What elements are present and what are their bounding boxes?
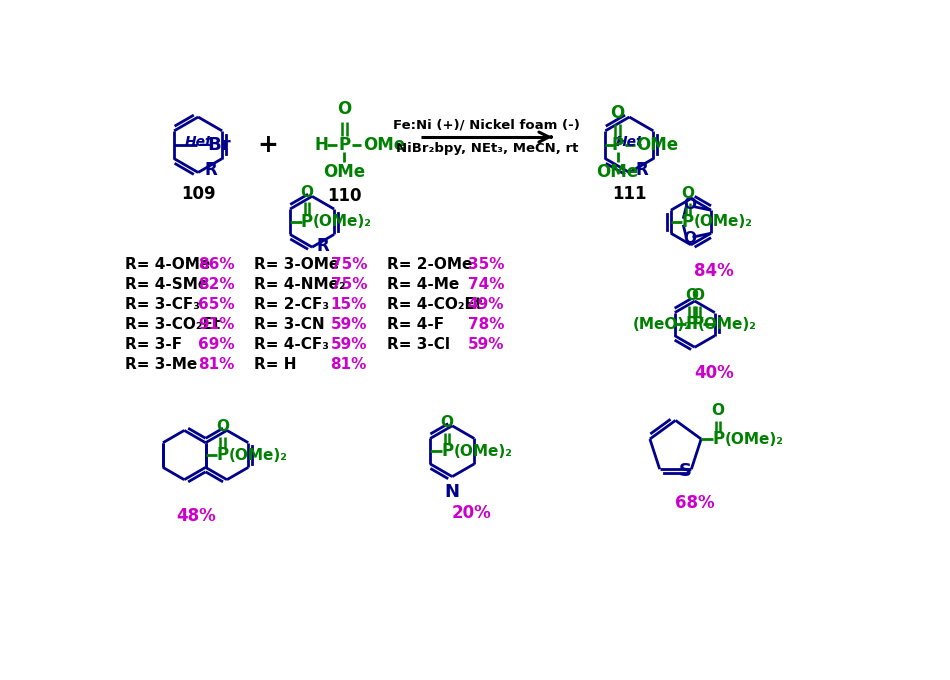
Text: H: H (314, 136, 329, 154)
Text: R: R (636, 161, 649, 179)
Text: R= 4-Me: R= 4-Me (387, 277, 459, 292)
Text: 78%: 78% (467, 318, 504, 333)
Text: R= 4-SMe: R= 4-SMe (125, 277, 208, 292)
Text: R= H: R= H (254, 358, 296, 373)
Text: R: R (205, 161, 218, 179)
Text: (OMe)₂: (OMe)₂ (694, 214, 753, 229)
Text: O: O (216, 420, 229, 435)
Text: O: O (685, 288, 698, 303)
Text: 48%: 48% (176, 507, 216, 525)
Text: O: O (611, 103, 625, 122)
Text: P: P (301, 213, 314, 231)
Text: P: P (441, 442, 453, 460)
Text: 68%: 68% (674, 494, 714, 511)
Text: 49%: 49% (467, 297, 504, 312)
Text: (OMe)₂: (OMe)₂ (453, 443, 512, 459)
Text: 110: 110 (327, 187, 362, 205)
Text: 59%: 59% (331, 318, 367, 333)
Text: 65%: 65% (199, 297, 235, 312)
Text: 111: 111 (612, 185, 647, 203)
Text: OMe: OMe (597, 163, 638, 181)
Text: O: O (300, 185, 314, 200)
Text: O: O (337, 100, 352, 118)
Text: OMe: OMe (636, 136, 678, 154)
Text: P: P (612, 136, 624, 154)
Text: R= 2-OMe: R= 2-OMe (387, 257, 472, 273)
Text: 15%: 15% (331, 297, 367, 312)
Text: R= 3-F: R= 3-F (125, 337, 182, 352)
Text: 81%: 81% (331, 358, 367, 373)
Text: O: O (681, 186, 694, 201)
Text: R= 2-CF₃: R= 2-CF₃ (254, 297, 329, 312)
Text: 20%: 20% (451, 504, 491, 522)
Text: 82%: 82% (199, 277, 235, 292)
Text: P: P (682, 213, 694, 231)
Text: O: O (683, 231, 695, 246)
Text: R: R (316, 237, 330, 255)
Text: 59%: 59% (331, 337, 367, 352)
Text: 86%: 86% (199, 257, 235, 273)
Text: –Br: –Br (199, 136, 231, 154)
Text: 75%: 75% (331, 257, 367, 273)
Text: 75%: 75% (331, 277, 367, 292)
Text: R= 3-CF₃: R= 3-CF₃ (125, 297, 200, 312)
Text: 84%: 84% (694, 262, 734, 279)
Text: R= 3-Me: R= 3-Me (125, 358, 198, 373)
Text: R= 3-CO₂Et: R= 3-CO₂Et (125, 318, 220, 333)
Text: O: O (712, 403, 725, 418)
Text: 35%: 35% (467, 257, 504, 273)
Text: R= 3-OMe: R= 3-OMe (254, 257, 339, 273)
Text: R= 3-CN: R= 3-CN (254, 318, 324, 333)
Text: P: P (217, 446, 229, 464)
Text: OMe: OMe (363, 136, 405, 154)
Text: (MeO)₂: (MeO)₂ (633, 317, 692, 332)
Text: Fe:Ni (+)/ Nickel foam (-): Fe:Ni (+)/ Nickel foam (-) (393, 118, 580, 132)
Text: 91%: 91% (199, 318, 235, 333)
Text: (OMe)₂: (OMe)₂ (724, 432, 783, 447)
Text: R= 3-Cl: R= 3-Cl (387, 337, 449, 352)
Text: R= 4-NMe₂: R= 4-NMe₂ (254, 277, 345, 292)
Text: 69%: 69% (199, 337, 235, 352)
Text: 59%: 59% (467, 337, 504, 352)
Text: N: N (445, 483, 460, 500)
Text: 74%: 74% (467, 277, 504, 292)
Text: 109: 109 (180, 185, 216, 203)
Text: R= 4-CO₂Et: R= 4-CO₂Et (387, 297, 482, 312)
Text: R= 4-OMe: R= 4-OMe (125, 257, 210, 273)
Text: 40%: 40% (694, 364, 734, 382)
Text: +: + (257, 133, 278, 157)
Text: R= 4-F: R= 4-F (387, 318, 444, 333)
Text: P: P (712, 430, 724, 448)
Text: P: P (692, 315, 704, 333)
Text: Het: Het (616, 135, 643, 149)
Text: 81%: 81% (199, 358, 235, 373)
Text: S: S (678, 462, 692, 479)
Text: O: O (441, 415, 454, 430)
Text: P: P (686, 315, 697, 333)
Text: (OMe)₂: (OMe)₂ (229, 447, 288, 462)
Text: Het: Het (184, 135, 212, 149)
Text: O: O (683, 197, 695, 212)
Text: OMe: OMe (323, 163, 366, 181)
Text: R= 4-CF₃: R= 4-CF₃ (254, 337, 329, 352)
Text: P: P (338, 136, 351, 154)
Text: (OMe)₂: (OMe)₂ (314, 214, 372, 229)
Text: O: O (692, 288, 704, 303)
Text: (OMe)₂: (OMe)₂ (698, 317, 757, 332)
Text: NiBr₂bpy, NEt₃, MeCN, rt: NiBr₂bpy, NEt₃, MeCN, rt (396, 142, 578, 156)
